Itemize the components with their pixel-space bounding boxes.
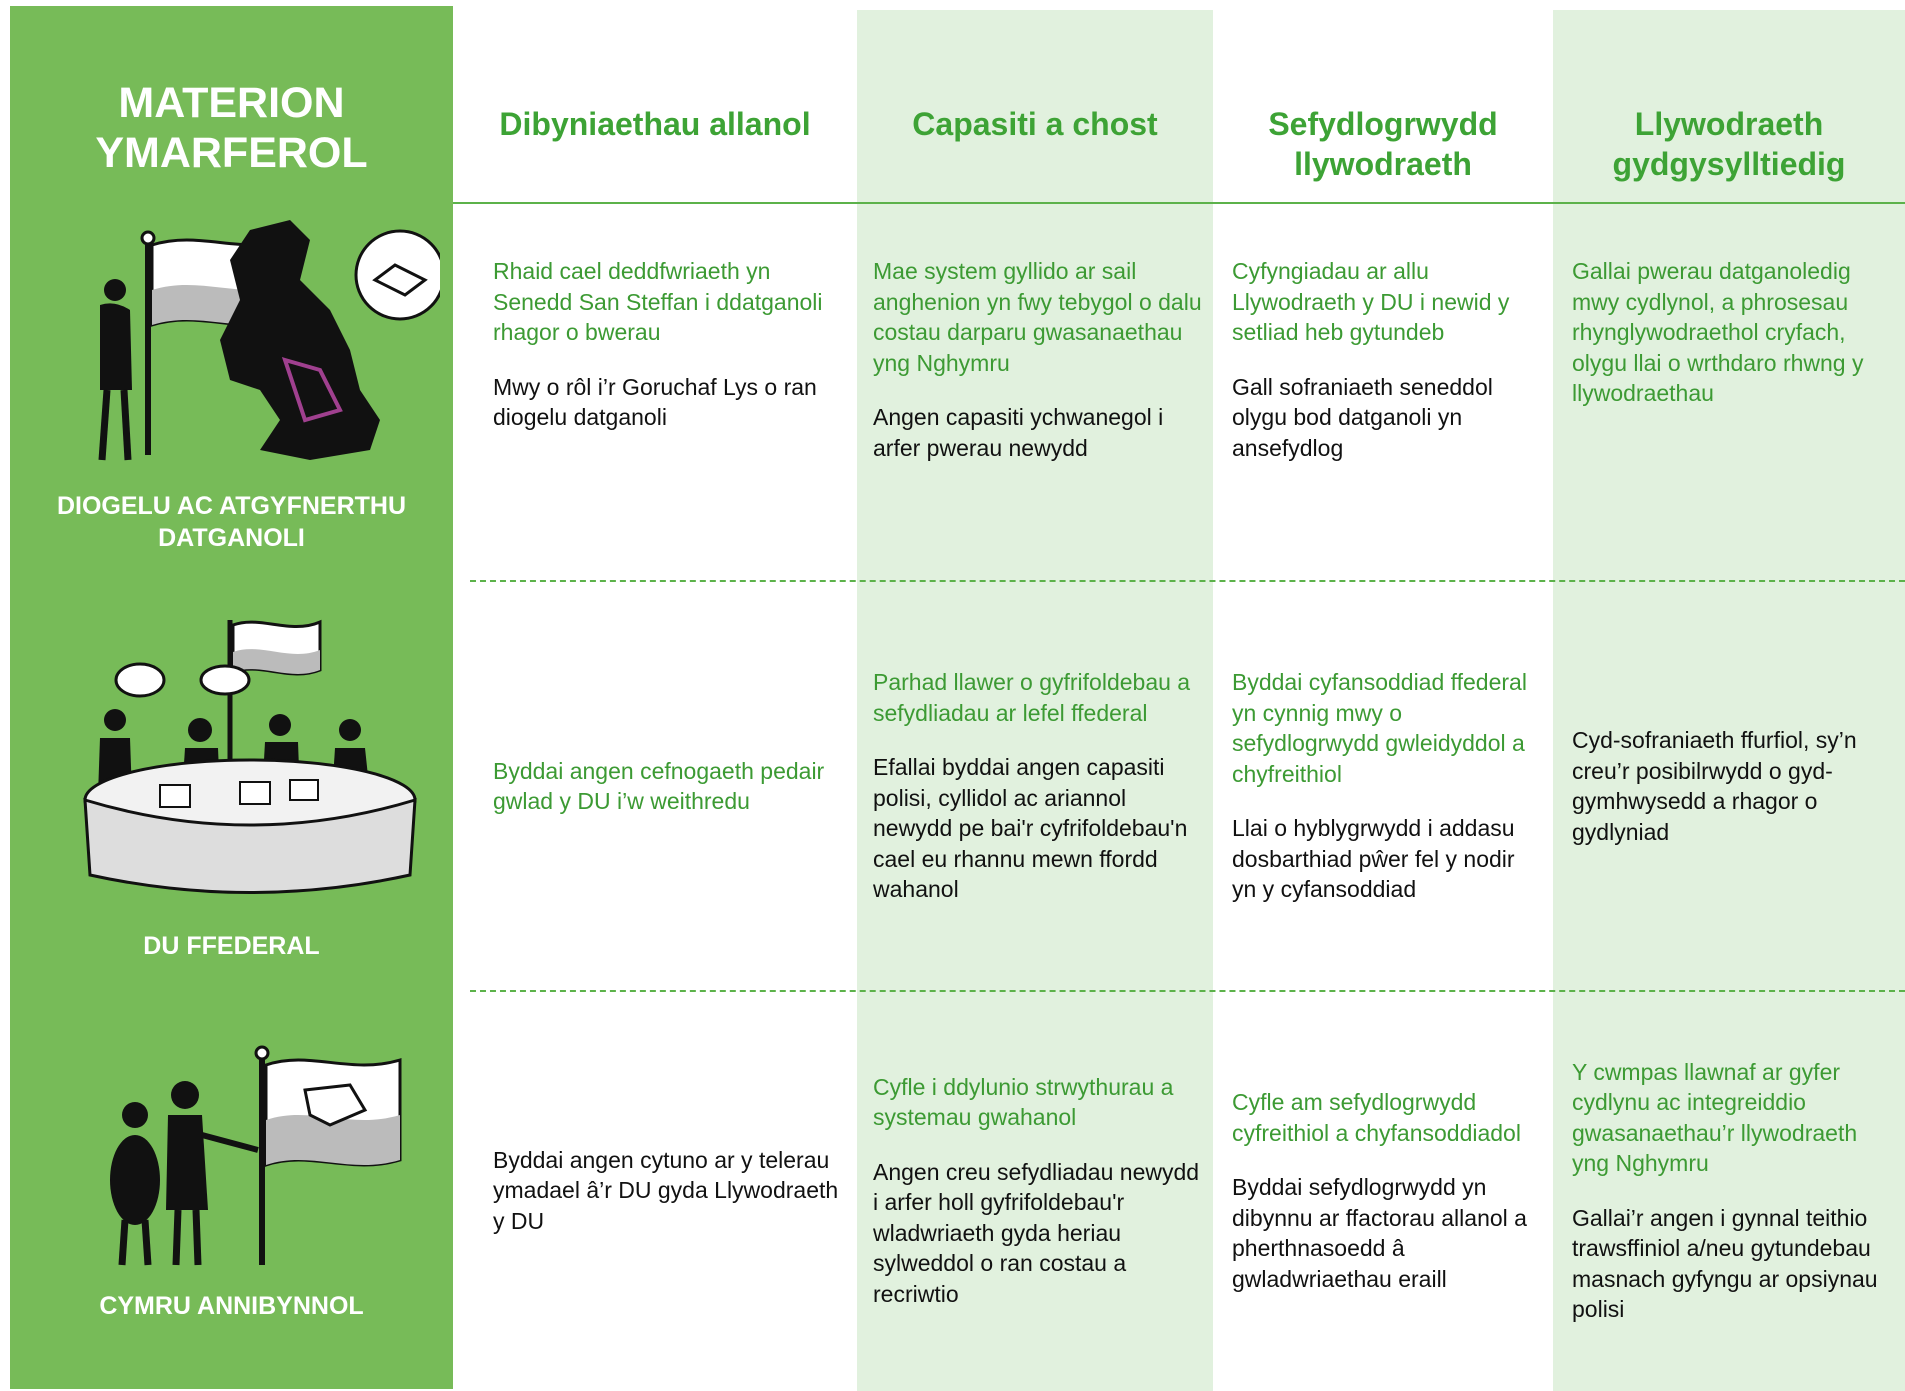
cell-text: Y cwmpas llawnaf ar gyfer cydlynu ac int… bbox=[1572, 1058, 1858, 1177]
cell-text: Cyfle i ddylunio strwythurau a systemau … bbox=[873, 1073, 1174, 1131]
row-label: DIOGELU AC ATGYFNERTHU DATGANOLI bbox=[56, 492, 407, 552]
cell-text: Angen capasiti ychwanegol i arfer pwerau… bbox=[873, 404, 1164, 461]
cell-text: Cyfyngiadau ar allu Llywodraeth y DU i n… bbox=[1232, 258, 1510, 345]
column-header: Llywodraeth gydgysylltiedig bbox=[1612, 106, 1846, 182]
cell-text: Efallai byddai angen capasiti polisi, cy… bbox=[873, 754, 1188, 903]
cell-text: Cyfle am sefydlogrwydd cyfreithiol a chy… bbox=[1232, 1089, 1521, 1146]
row-divider bbox=[470, 990, 1905, 992]
cell: Cyd-sofraniaeth ffurfiol, sy’n creu’r po… bbox=[1572, 582, 1897, 990]
row-label: CYMRU ANNIBYNNOL bbox=[99, 1292, 364, 1320]
cell-text: Cyd-sofraniaeth ffurfiol, sy’n creu’r po… bbox=[1572, 727, 1857, 845]
cell-text: Gallai pwerau datganoledig mwy cydlynol,… bbox=[1572, 258, 1864, 406]
cell: Rhaid cael deddfwriaeth yn Senedd San St… bbox=[493, 256, 849, 433]
cell-text: Parhad llawer o gyfrifoldebau a sefydlia… bbox=[873, 669, 1191, 726]
cell: Byddai angen cefnogaeth pedair gwlad y D… bbox=[493, 582, 849, 990]
row-divider bbox=[470, 580, 1905, 582]
cell: Cyfle am sefydlogrwydd cyfreithiol a chy… bbox=[1232, 992, 1545, 1389]
cell: Parhad llawer o gyfrifoldebau a sefydlia… bbox=[873, 582, 1205, 990]
cell: Gallai pwerau datganoledig mwy cydlynol,… bbox=[1572, 256, 1897, 409]
cell-text: Byddai cyfansoddiad ffederal yn cynnig m… bbox=[1232, 669, 1527, 787]
cell-text: Byddai sefydlogrwydd yn dibynnu ar ffact… bbox=[1232, 1174, 1527, 1292]
illustration-independent bbox=[110, 1045, 402, 1266]
cell-text: Rhaid cael deddfwriaeth yn Senedd San St… bbox=[493, 258, 823, 345]
column-header: Sefydlogrwydd llywodraeth bbox=[1268, 106, 1498, 182]
title-line: YMARFEROL bbox=[95, 129, 368, 177]
cell-text: Mae system gyllido ar sail anghenion yn … bbox=[873, 258, 1202, 376]
cell: Y cwmpas llawnaf ar gyfer cydlynu ac int… bbox=[1572, 992, 1897, 1389]
cell-text: Gallai’r angen i gynnal teithio trawsffi… bbox=[1572, 1204, 1878, 1323]
row-label: DU FFEDERAL bbox=[143, 932, 320, 960]
column-band bbox=[857, 10, 1213, 1391]
illustration-federal bbox=[83, 619, 417, 894]
cell-text: Angen creu sefydliadau newydd i arfer ho… bbox=[873, 1158, 1200, 1307]
cell-text: Byddai angen cytuno ar y telerau ymadael… bbox=[493, 1146, 839, 1234]
cell: Cyfle i ddylunio strwythurau a systemau … bbox=[873, 992, 1205, 1389]
cell-text: Byddai angen cefnogaeth pedair gwlad y D… bbox=[493, 757, 825, 815]
column-header: Dibyniaethau allanol bbox=[499, 106, 811, 142]
title-line: MATERION bbox=[118, 79, 345, 127]
cell: Mae system gyllido ar sail anghenion yn … bbox=[873, 256, 1205, 463]
header-rule bbox=[453, 202, 1905, 204]
cell: Byddai cyfansoddiad ffederal yn cynnig m… bbox=[1232, 582, 1545, 990]
column-band bbox=[1553, 10, 1905, 1391]
cell: Cyfyngiadau ar allu Llywodraeth y DU i n… bbox=[1232, 256, 1545, 463]
side-title: MATERION YMARFEROL bbox=[10, 78, 453, 178]
column-header: Capasiti a chost bbox=[912, 106, 1158, 142]
cell-text: Gall sofraniaeth seneddol olygu bod datg… bbox=[1232, 373, 1493, 461]
cell: Byddai angen cytuno ar y telerau ymadael… bbox=[493, 992, 849, 1389]
illustration-devolution bbox=[98, 220, 440, 461]
cell-text: Mwy o rôl i’r Goruchaf Lys o ran diogelu… bbox=[493, 373, 817, 431]
cell-text: Llai o hyblygrwydd i addasu dosbarthiad … bbox=[1232, 815, 1515, 903]
